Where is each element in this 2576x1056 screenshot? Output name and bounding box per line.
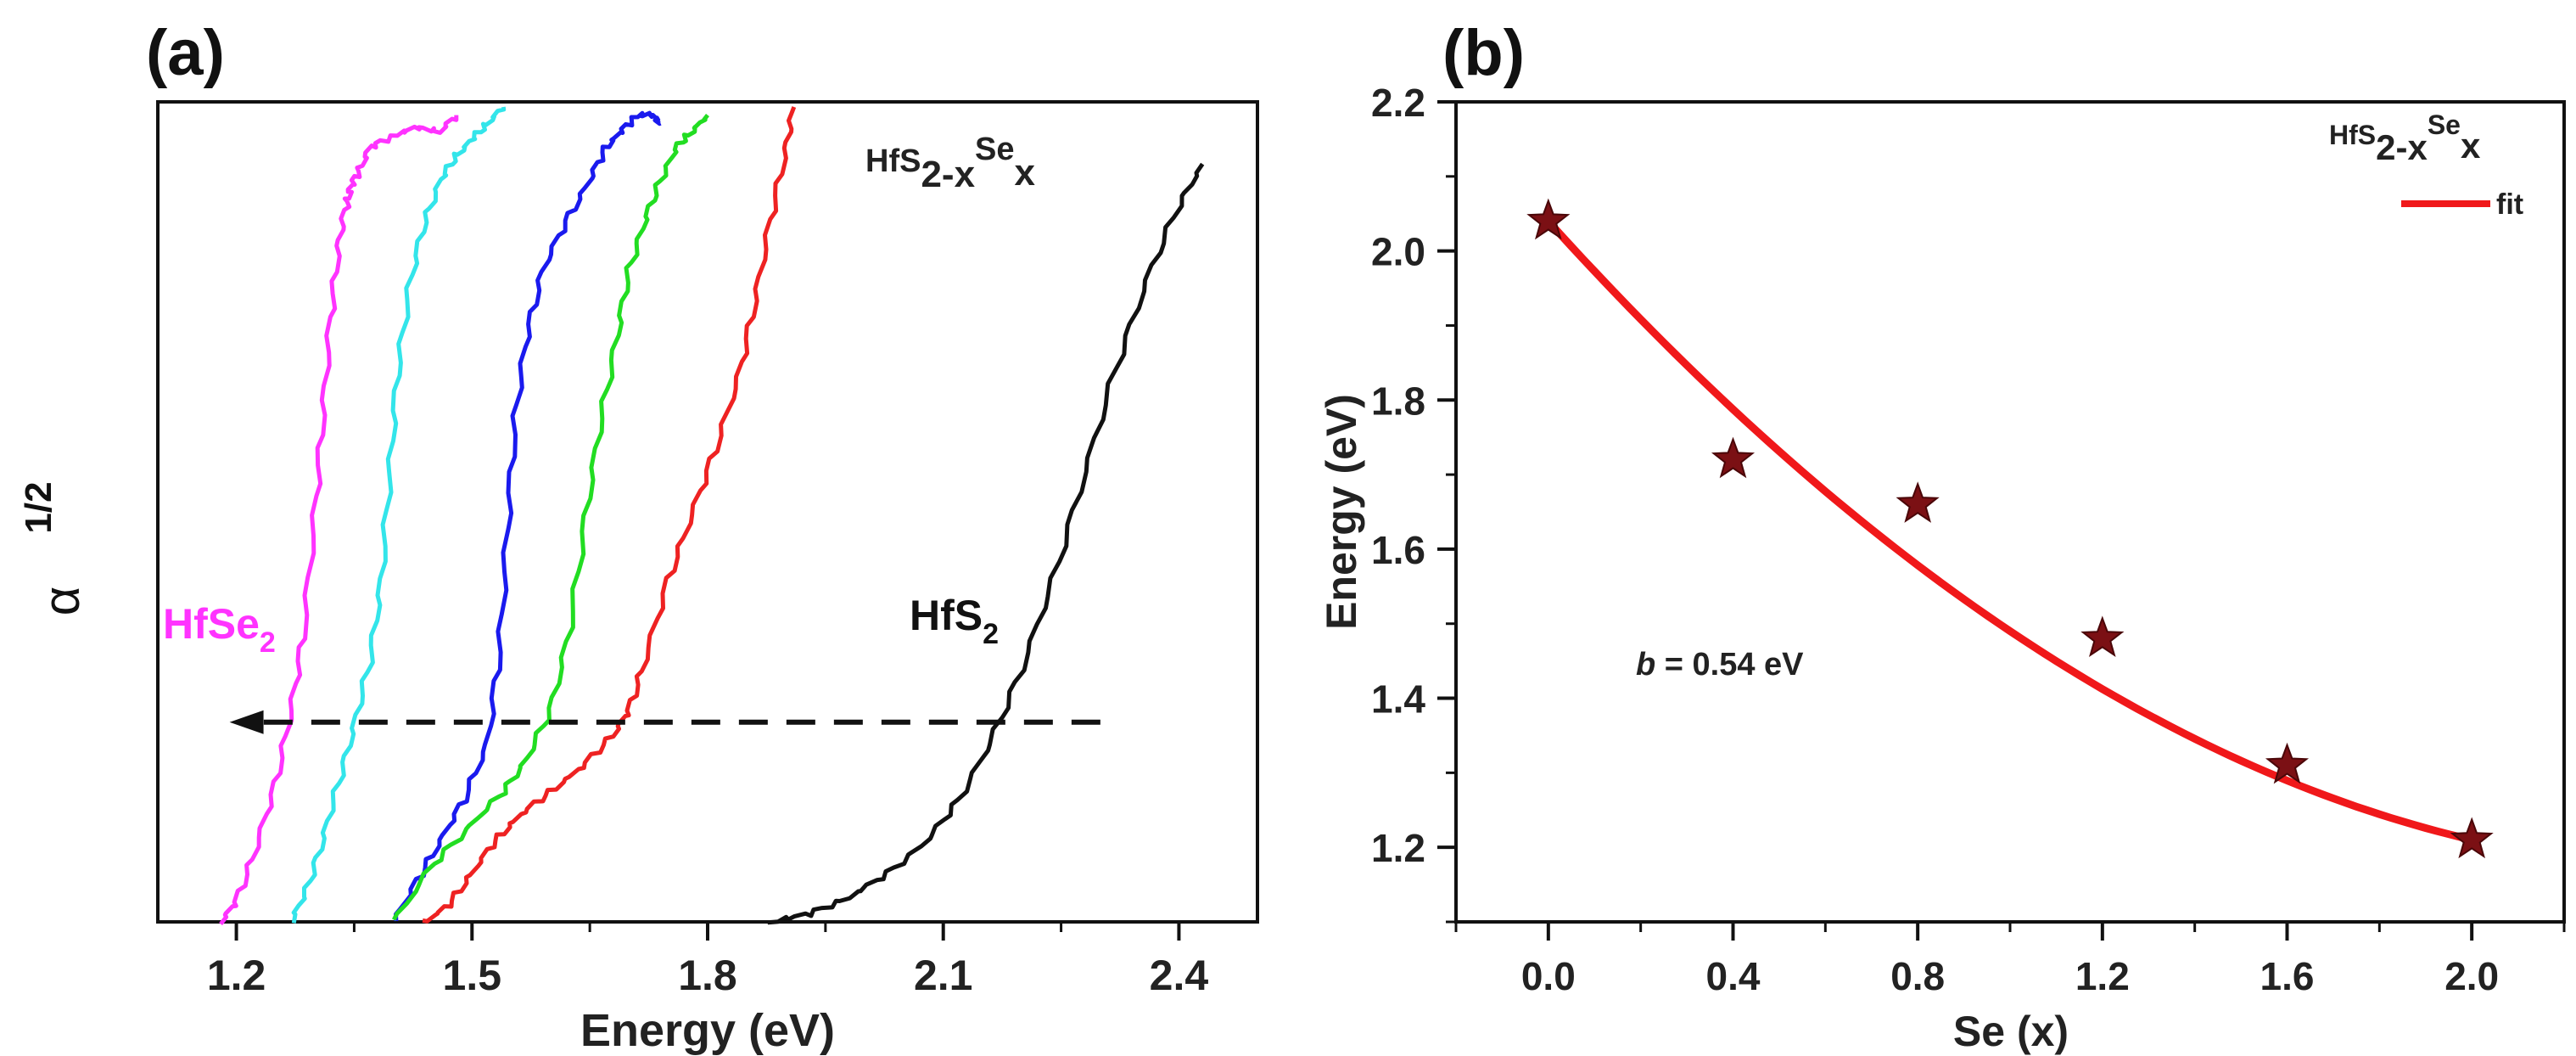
annotation-hfs2: HfS2	[910, 592, 999, 650]
x-tick-label-a: 1.2	[207, 952, 266, 999]
reference-arrow-head	[229, 710, 264, 734]
x-tick-label-b: 1.2	[2075, 954, 2130, 998]
curve-x=1.6	[291, 106, 507, 924]
legend-b-sub2: x	[2461, 126, 2481, 166]
curve-x=0.8	[391, 114, 709, 921]
x-tick-label-a: 1.8	[678, 952, 737, 999]
legend-a-sub: 2-x	[921, 154, 975, 195]
x-tick-label-b: 2.0	[2444, 954, 2499, 998]
y-tick-label-b: 1.6	[1371, 528, 1425, 572]
panel-a-label: (a)	[146, 17, 225, 89]
curve-x=1.2	[394, 110, 662, 922]
curve-x=0.4	[422, 106, 797, 924]
annotation-hfs2-base: HfS	[910, 592, 983, 639]
data-star	[2265, 742, 2310, 784]
x-tick-label-b: 1.6	[2260, 954, 2315, 998]
legend-b-base: HfS	[2329, 120, 2376, 150]
legend-a-mid: Se	[975, 132, 1014, 167]
y-tick-label-b: 1.4	[1371, 677, 1425, 722]
x-tick-label-a: 2.4	[1150, 952, 1209, 999]
panel-b-y-label: Energy (eV)	[1318, 394, 1365, 630]
x-tick-label-b: 0.0	[1521, 954, 1576, 998]
fit-line	[1545, 218, 2473, 844]
panel-b-label: (b)	[1442, 17, 1525, 89]
panel-a-plot-frame	[156, 100, 1259, 924]
legend-a-sub2: x	[1015, 152, 1036, 194]
x-tick-label-b: 0.4	[1706, 954, 1761, 998]
x-tick-label-b: 0.8	[1890, 954, 1945, 998]
data-star	[1711, 436, 1756, 479]
legend-b-sub: 2-x	[2376, 127, 2428, 167]
x-tick-label-a: 1.5	[443, 952, 502, 999]
data-star	[2450, 817, 2494, 859]
panel-b-legend-title: HfS2-xSex	[2329, 110, 2481, 167]
bowing-value: = 0.54 eV	[1655, 647, 1804, 682]
annotation-hfse2-sub: 2	[260, 626, 276, 659]
legend-b-mid: Se	[2428, 110, 2461, 140]
panel-a-x-label: Energy (eV)	[580, 1005, 835, 1056]
annotation-hfse2: HfSe2	[163, 600, 276, 659]
legend-a-base: HfS	[865, 143, 921, 179]
panel-b-x-label: Se (x)	[1953, 1008, 2069, 1055]
y-tick-label-b: 1.2	[1371, 826, 1425, 870]
annotation-hfs2-sub: 2	[983, 618, 999, 650]
data-star	[1526, 198, 1571, 240]
panel-a-curves	[219, 106, 1205, 926]
panel-b-ticks: 0.0 0.4 0.8 1.2 1.6 2.0 1.2 1.4 1.6 1.8 2.0 2.2	[1371, 81, 2566, 998]
legend-fit-label: fit	[2496, 188, 2523, 221]
panel-a-x-ticks: 1.2 1.5 1.8 2.1 2.4	[207, 922, 1209, 999]
bowing-annotation: b = 0.54 eV	[1636, 647, 1804, 682]
annotation-hfse2-base: HfSe	[163, 600, 260, 648]
panel-b-plot-frame	[1454, 100, 2566, 924]
y-tick-label-b: 2.0	[1371, 230, 1425, 274]
panel-a-y-label-sup: 1/2	[18, 481, 59, 533]
curve-HfSe2	[219, 115, 459, 926]
data-stars	[1526, 198, 2494, 859]
panel-a: (a) 1.2 1.5 1.8 2.1 2.4 α 1/2 Energy (eV) Hf…	[18, 17, 1259, 1056]
panel-a-y-label: α	[33, 587, 90, 616]
panel-a-legend: HfS2-xSex	[865, 132, 1036, 195]
data-star	[2080, 615, 2125, 658]
y-tick-label-b: 1.8	[1371, 379, 1425, 423]
curve-HfS2	[767, 162, 1205, 925]
bowing-symbol: b	[1636, 647, 1655, 682]
x-tick-label-a: 2.1	[914, 952, 973, 999]
y-tick-label-b: 2.2	[1371, 81, 1425, 125]
data-star	[1896, 481, 1940, 523]
panel-b: (b) 0.0 0.4 0.8 1.2 1.6 2.0 1.2 1.4 1.6 1.8 2.0 2.2…	[1318, 17, 2566, 1055]
